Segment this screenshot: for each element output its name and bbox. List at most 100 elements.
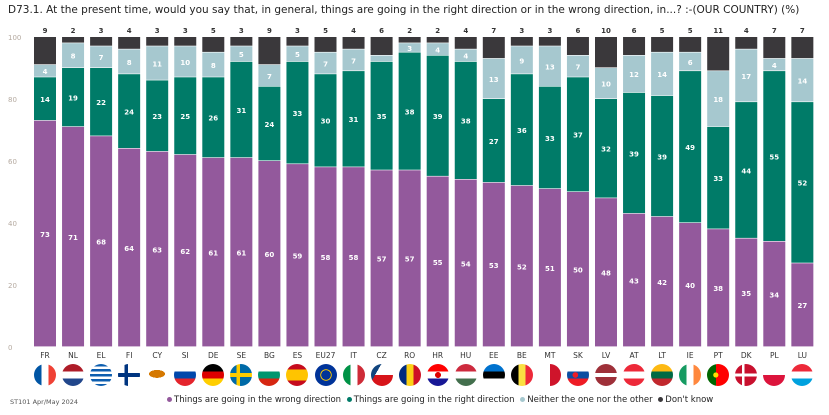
data-label-neither: 13 [489, 76, 499, 84]
data-label-right: 22 [96, 99, 106, 107]
x-tick-label: PL [770, 351, 780, 360]
bar-segment-right [146, 80, 169, 152]
bar-segment-neither [230, 46, 253, 62]
data-label-right: 37 [573, 132, 583, 140]
bar-segment-dontknow [342, 37, 365, 49]
data-label-neither: 6 [688, 59, 693, 67]
bar-segment-right [90, 68, 113, 136]
bar-segment-neither [426, 43, 449, 55]
bar-segment-right [342, 71, 365, 167]
latvia-flag-icon [595, 364, 617, 386]
legend-swatch-neither [520, 396, 526, 402]
bar-segment-right [118, 74, 141, 148]
bar-segment-wrong [791, 263, 814, 347]
bar-segment-neither [118, 49, 141, 74]
data-label-right: 49 [685, 144, 695, 152]
luxembourg-flag-icon [791, 364, 814, 386]
legend-item-wrong: Things are going in the wrong direction [164, 395, 341, 405]
bar-segment-dontknow [314, 37, 337, 52]
legend-item-right: Things are going in the right direction [344, 395, 515, 405]
data-label-neither: 11 [152, 60, 162, 68]
bar-segment-neither [651, 52, 674, 96]
data-label-right: 30 [321, 118, 331, 126]
bar-segment-dontknow [454, 37, 477, 49]
bar-segment-right [202, 77, 225, 158]
bar-segment-neither [538, 46, 561, 86]
data-label-neither: 12 [629, 71, 639, 79]
bar-segment-dontknow [258, 37, 281, 65]
x-tick-label: FI [126, 351, 133, 360]
netherlands-flag-icon [62, 364, 85, 386]
data-label-wrong: 51 [545, 265, 555, 273]
data-label-right: 39 [433, 113, 443, 121]
data-label-neither: 7 [99, 54, 104, 62]
data-label-dontknow: 2 [71, 27, 76, 35]
x-tick-label: RO [404, 351, 415, 360]
chart-title: D73.1. At the present time, would you sa… [8, 4, 800, 16]
data-label-right: 33 [293, 110, 303, 118]
data-label-dontknow: 3 [99, 27, 104, 35]
data-label-right: 27 [489, 138, 499, 146]
x-tick-label: DE [208, 351, 219, 360]
data-label-wrong: 27 [797, 302, 807, 310]
data-label-dontknow: 5 [211, 27, 216, 35]
bar-segment-wrong [146, 151, 169, 347]
x-tick-label: AT [629, 351, 639, 360]
france-flag-icon [34, 364, 56, 386]
data-label-dontknow: 3 [239, 27, 244, 35]
stacked-bar-chart: 020406080100731449FR711982NL682273EL6424… [8, 27, 814, 360]
x-tick-label: PT [714, 351, 724, 360]
data-label-right: 19 [68, 94, 78, 102]
bar-segment-right [595, 99, 617, 198]
data-label-right: 55 [769, 153, 779, 161]
data-label-neither: 9 [519, 57, 524, 65]
data-label-dontknow: 3 [295, 27, 300, 35]
data-label-wrong: 35 [741, 290, 751, 298]
bar-segment-dontknow [566, 37, 589, 55]
malta-flag-icon [538, 364, 561, 386]
data-label-right: 52 [797, 180, 807, 188]
ireland-flag-icon [679, 364, 702, 386]
bar-segment-neither [174, 46, 197, 77]
romania-flag-icon [398, 364, 421, 386]
data-label-neither: 7 [323, 60, 328, 68]
bar-segment-right [454, 61, 477, 179]
czechia-flag-icon [370, 364, 393, 386]
bar-segment-neither [679, 52, 702, 71]
data-label-right: 38 [461, 118, 471, 126]
bar-segment-dontknow [230, 37, 253, 46]
bar-segment-dontknow [118, 37, 141, 49]
data-label-dontknow: 5 [660, 27, 665, 35]
bar-segment-wrong [34, 120, 56, 347]
data-label-wrong: 61 [236, 249, 246, 257]
bar-segment-wrong [370, 170, 393, 347]
x-tick-label: HR [432, 351, 443, 360]
data-label-neither: 18 [713, 96, 723, 104]
bar-segment-dontknow [735, 37, 758, 49]
data-label-wrong: 48 [601, 270, 611, 278]
bar-segment-neither [454, 49, 477, 62]
data-label-wrong: 68 [96, 239, 106, 247]
bar-segment-neither [62, 43, 85, 68]
data-label-dontknow: 9 [43, 27, 48, 35]
data-label-neither: 8 [71, 53, 76, 61]
x-tick-label: SE [237, 351, 247, 360]
bar-segment-neither [482, 58, 505, 99]
bar-segment-right [763, 71, 786, 241]
data-label-wrong: 58 [321, 254, 331, 262]
lithuania-flag-icon [651, 364, 674, 386]
bar-segment-wrong [174, 154, 197, 347]
bar-segment-dontknow [34, 37, 56, 65]
data-label-right: 39 [657, 153, 667, 161]
x-tick-label: ES [293, 351, 303, 360]
data-label-neither: 10 [180, 59, 190, 67]
bar-segment-wrong [202, 157, 225, 347]
bar-segment-wrong [342, 167, 365, 347]
data-label-wrong: 59 [293, 253, 303, 261]
source-note: ST101 Apr/May 2024 [10, 398, 79, 406]
data-label-dontknow: 4 [127, 27, 132, 35]
poland-flag-icon [763, 364, 786, 386]
data-label-wrong: 52 [517, 263, 527, 271]
data-label-dontknow: 3 [547, 27, 552, 35]
y-tick-label: 80 [8, 96, 17, 104]
